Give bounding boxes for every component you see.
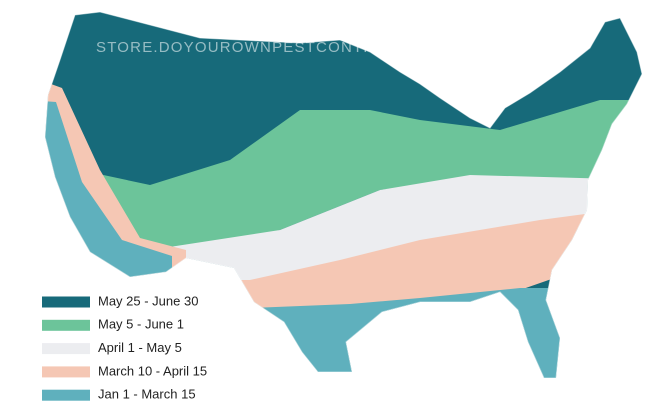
zone-region xyxy=(150,175,642,282)
watermark: STORE.DOYOUROWNPESTCONTROL.COM xyxy=(96,39,442,56)
legend-label: May 5 - June 1 xyxy=(98,317,184,332)
legend-swatch xyxy=(42,319,90,331)
legend-swatch xyxy=(42,389,90,401)
legend-label: May 25 - June 30 xyxy=(98,293,198,308)
legend: May 25 - June 30 May 5 - June 1 April 1 - … xyxy=(42,293,207,402)
legend-swatch xyxy=(42,366,90,378)
us-outline xyxy=(44,11,643,379)
legend-label: March 10 - April 15 xyxy=(98,363,207,378)
legend-swatch xyxy=(42,296,90,308)
legend-label: April 1 - May 5 xyxy=(98,340,182,355)
legend-label: Jan 1 - March 15 xyxy=(98,387,196,402)
legend-swatch xyxy=(42,343,90,355)
zone-region xyxy=(80,100,642,250)
